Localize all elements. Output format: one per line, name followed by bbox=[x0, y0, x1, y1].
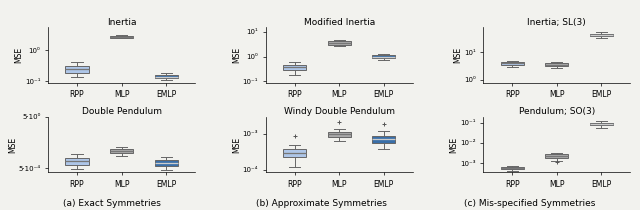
Polygon shape bbox=[154, 75, 178, 78]
Polygon shape bbox=[283, 64, 306, 70]
Y-axis label: MSE: MSE bbox=[450, 136, 459, 153]
Polygon shape bbox=[545, 154, 568, 158]
Y-axis label: MSE: MSE bbox=[454, 47, 463, 63]
Polygon shape bbox=[545, 63, 568, 66]
Polygon shape bbox=[500, 167, 524, 169]
Y-axis label: MSE: MSE bbox=[15, 47, 24, 63]
Title: Modified Inertia: Modified Inertia bbox=[303, 17, 375, 26]
Y-axis label: MSE: MSE bbox=[232, 47, 241, 63]
Polygon shape bbox=[500, 62, 524, 65]
Polygon shape bbox=[110, 36, 133, 38]
Text: (a) Exact Symmetries: (a) Exact Symmetries bbox=[63, 199, 161, 208]
Y-axis label: MSE: MSE bbox=[8, 136, 17, 153]
Title: Inertia: Inertia bbox=[107, 17, 136, 26]
Polygon shape bbox=[65, 158, 88, 165]
Polygon shape bbox=[372, 55, 396, 58]
Polygon shape bbox=[372, 136, 396, 143]
Title: Inertia; SL(3): Inertia; SL(3) bbox=[527, 17, 586, 26]
Y-axis label: MSE: MSE bbox=[232, 136, 241, 153]
Polygon shape bbox=[328, 41, 351, 45]
Text: (c) Mis-specified Symmetries: (c) Mis-specified Symmetries bbox=[464, 199, 596, 208]
Polygon shape bbox=[590, 123, 613, 125]
Polygon shape bbox=[328, 132, 351, 137]
Polygon shape bbox=[154, 160, 178, 166]
Title: Pendulum; SO(3): Pendulum; SO(3) bbox=[519, 107, 595, 116]
Polygon shape bbox=[283, 149, 306, 158]
Polygon shape bbox=[110, 149, 133, 153]
Title: Windy Double Pendulum: Windy Double Pendulum bbox=[284, 107, 395, 116]
Text: (b) Approximate Symmetries: (b) Approximate Symmetries bbox=[257, 199, 387, 208]
Polygon shape bbox=[590, 34, 613, 36]
Polygon shape bbox=[65, 66, 88, 73]
Title: Double Pendulum: Double Pendulum bbox=[81, 107, 161, 116]
